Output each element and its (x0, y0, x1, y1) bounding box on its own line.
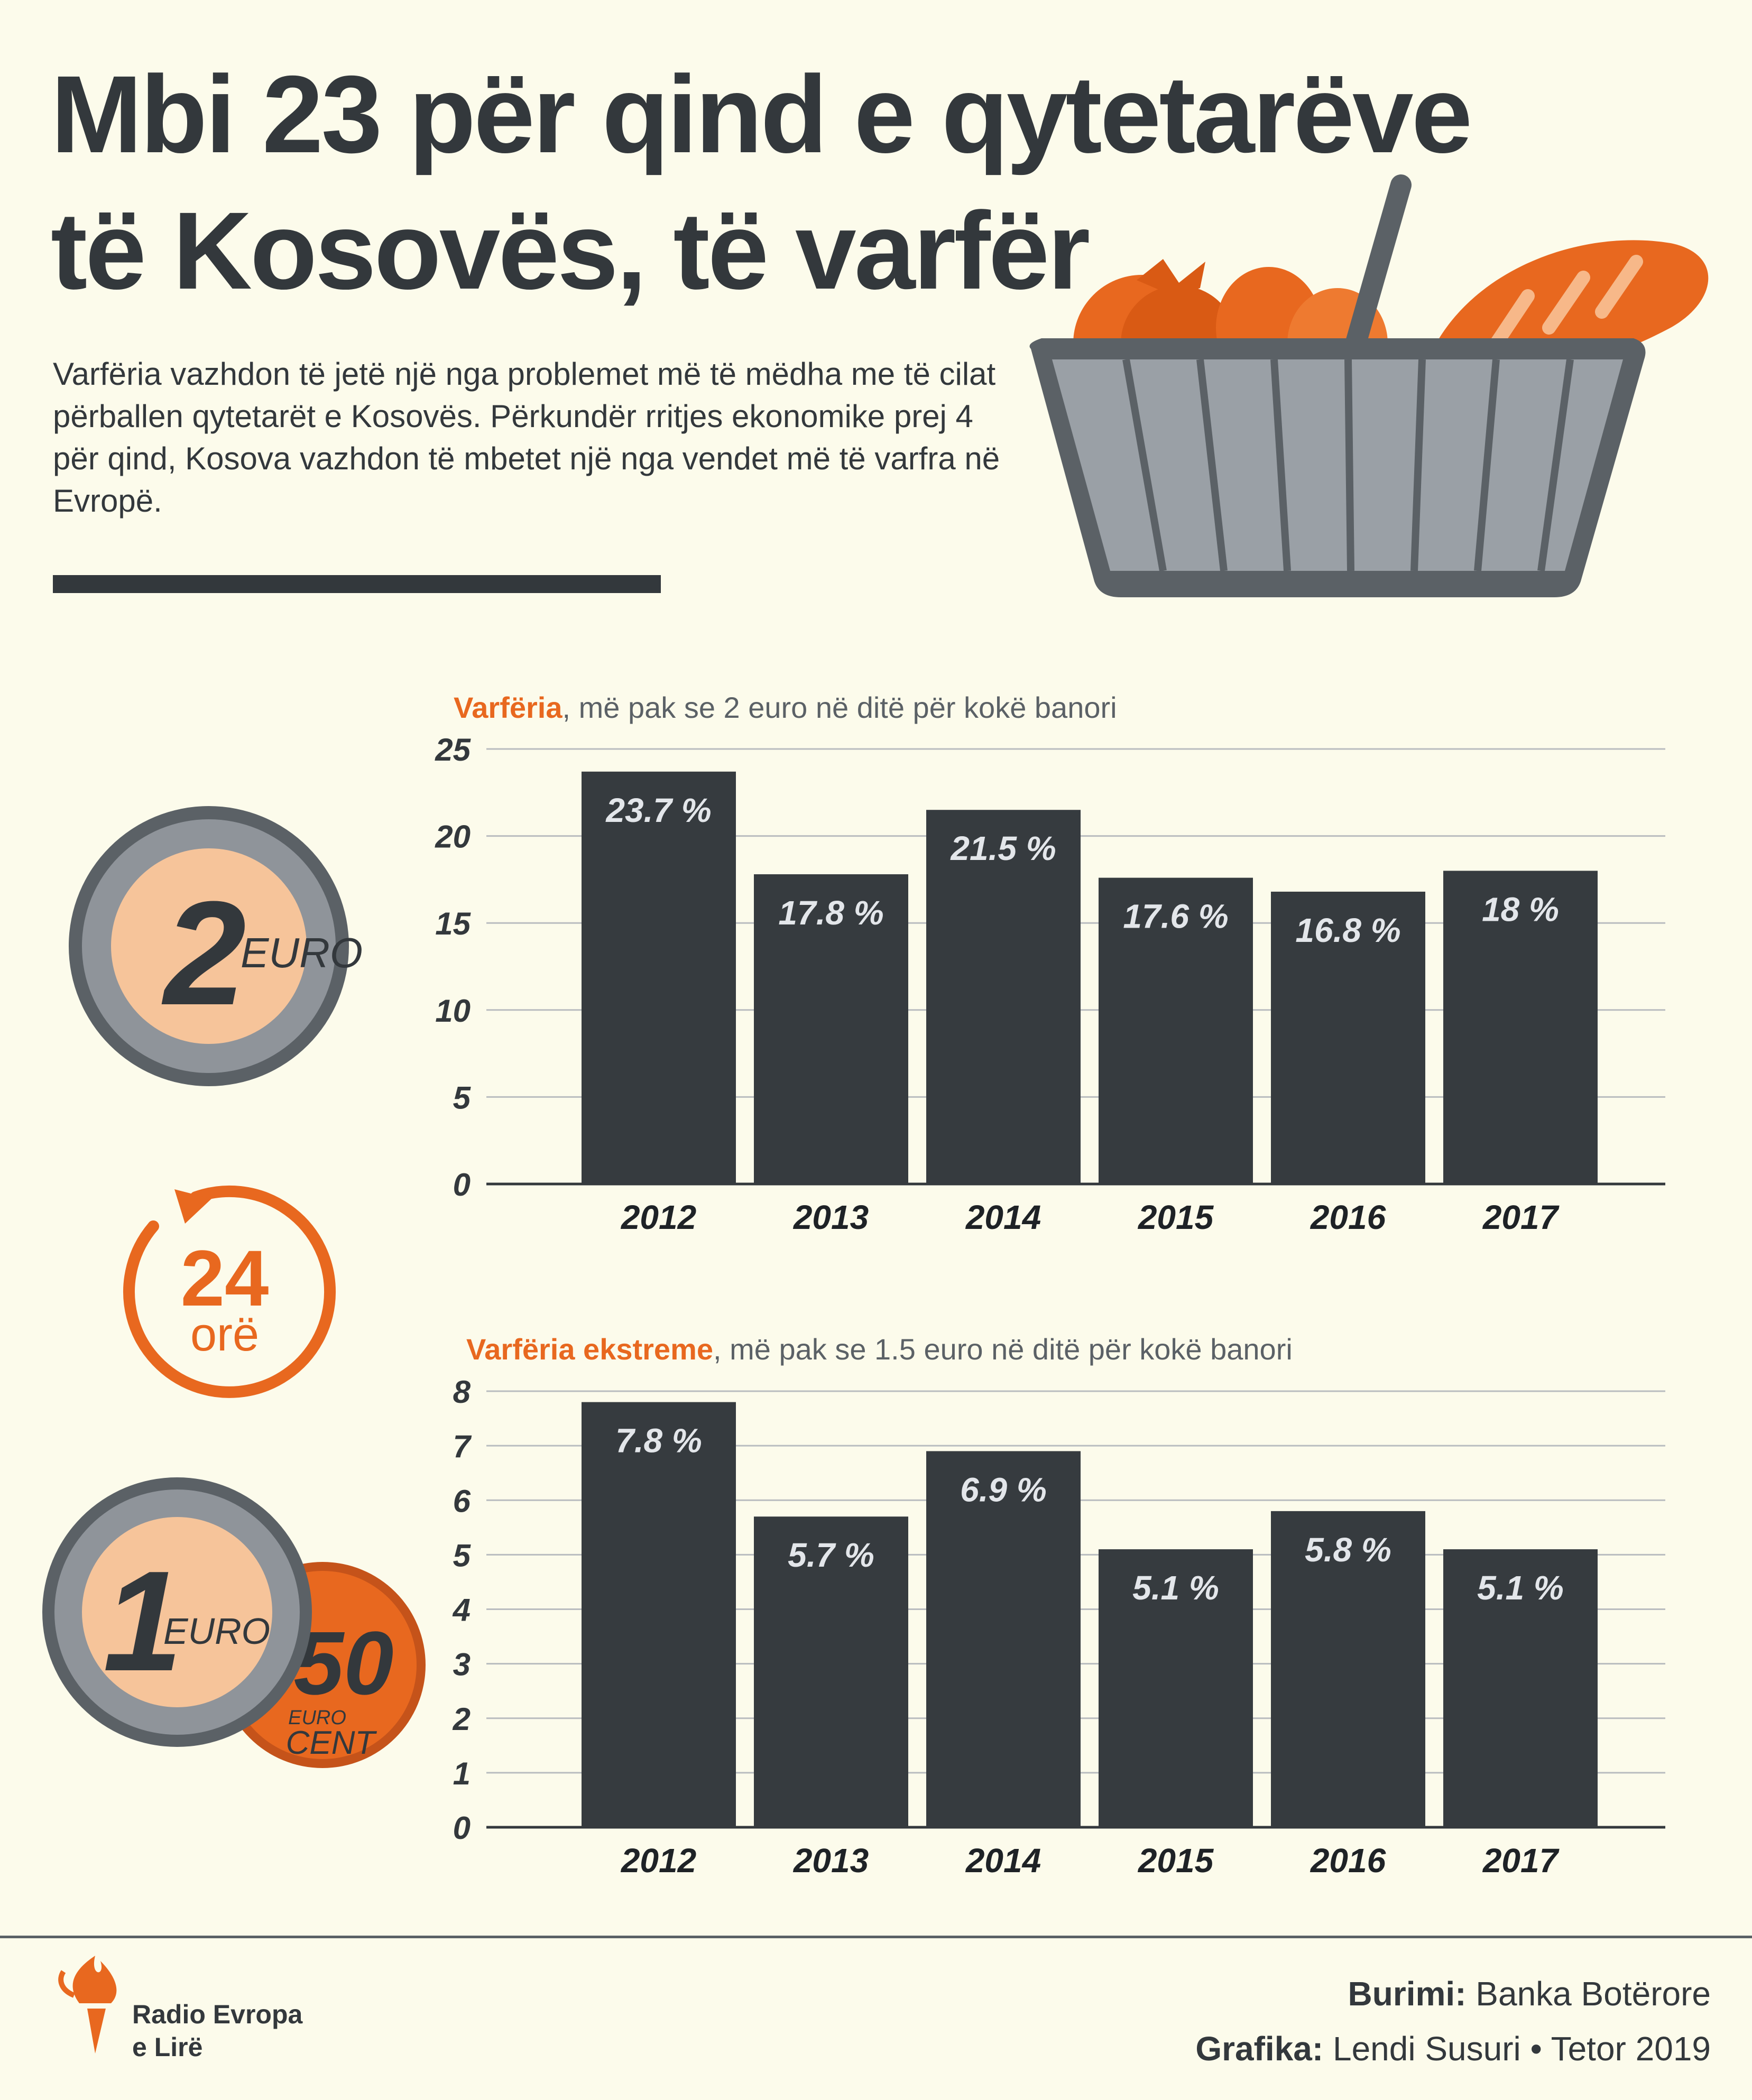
title-line-1: Mbi 23 për qind e qytetarëve (51, 53, 1472, 176)
y-tick-label: 5 (453, 1080, 472, 1115)
coins-illustration: 2 EURO 24 orë 50 EURO CENT 1 EURO (42, 806, 426, 1768)
chart-extreme-poverty-title-rest: , më pak se 1.5 euro në ditë për kokë ba… (713, 1333, 1293, 1366)
timer-value: 24 (181, 1234, 269, 1322)
bar-poverty-2017 (1443, 871, 1598, 1184)
y-tick-label: 25 (435, 732, 471, 767)
coin-2-unit: EURO (241, 929, 363, 976)
bar-poverty-2016 (1271, 891, 1425, 1184)
bar-value-label: 21.5 % (950, 829, 1056, 867)
y-tick-label: 8 (453, 1374, 471, 1410)
bar-value-label: 16.8 % (1295, 911, 1400, 949)
bar-extreme-poverty-2013 (754, 1516, 908, 1827)
bar-extreme-poverty-2015 (1099, 1549, 1253, 1827)
x-tick-label: 2015 (1138, 1842, 1214, 1880)
timer-unit: orë (190, 1308, 259, 1361)
x-tick-label: 2017 (1482, 1842, 1560, 1880)
bar-poverty-2013 (754, 874, 908, 1184)
coin-2-euro-icon: 2 EURO (69, 806, 363, 1086)
bar-value-label: 23.7 % (605, 791, 711, 829)
bar-poverty-2012 (582, 771, 736, 1184)
chart-extreme-poverty: Varfëria ekstreme, më pak se 1.5 euro në… (453, 1333, 1665, 1880)
bar-value-label: 17.8 % (778, 894, 883, 932)
graphics-value: Lendi Susuri • Tetor 2019 (1332, 2030, 1711, 2068)
chart-extreme-poverty-title: Varfëria ekstreme, më pak se 1.5 euro në… (466, 1333, 1293, 1366)
bar-poverty-2014 (926, 810, 1081, 1184)
brand-line-2: e Lirë (132, 2032, 203, 2062)
graphics-label: Grafika: (1195, 2030, 1324, 2068)
chart-poverty-title-rest: , më pak se 2 euro në ditë për kokë bano… (563, 691, 1117, 724)
chart-poverty: Varfëria, më pak se 2 euro në ditë për k… (435, 691, 1665, 1236)
y-tick-label: 0 (453, 1167, 471, 1202)
graphics-line: Grafika: Lendi Susuri • Tetor 2019 (1195, 2021, 1711, 2076)
bar-extreme-poverty-2017 (1443, 1549, 1598, 1827)
divider-bar (53, 575, 661, 593)
coin-1-value: 1 (103, 1542, 182, 1701)
x-tick-label: 2014 (965, 1198, 1041, 1236)
chart-poverty-title: Varfëria, më pak se 2 euro në ditë për k… (454, 691, 1117, 724)
bar-value-label: 5.8 % (1305, 1531, 1391, 1569)
y-tick-label: 2 (453, 1701, 471, 1737)
brand-line-1: Radio Evropa (132, 2000, 303, 2029)
bar-value-label: 18 % (1482, 890, 1559, 928)
y-tick-label: 5 (453, 1538, 472, 1573)
charts-area: Varfëria, më pak se 2 euro në ditë për k… (435, 691, 1665, 1880)
bar-poverty-2015 (1099, 877, 1253, 1184)
brand-name: Radio Evropa e Lirë (132, 1998, 302, 2064)
source-label: Burimi: (1348, 1975, 1467, 2013)
y-tick-label: 10 (435, 993, 471, 1029)
title-line-2: të Kosovës, të varfër (51, 190, 1090, 312)
y-tick-label: 4 (453, 1593, 471, 1628)
y-tick-label: 6 (453, 1483, 471, 1519)
x-tick-label: 2012 (621, 1842, 696, 1880)
coin-1-unit: EURO (163, 1611, 270, 1652)
x-tick-label: 2016 (1310, 1198, 1386, 1236)
bar-value-label: 17.6 % (1123, 898, 1228, 936)
y-tick-label: 1 (453, 1756, 471, 1791)
coin-50-unit-top: EURO (288, 1707, 346, 1729)
x-tick-label: 2016 (1310, 1842, 1386, 1880)
y-tick-label: 3 (453, 1647, 471, 1682)
chart-poverty-title-highlight: Varfëria (454, 691, 563, 724)
y-tick-label: 20 (435, 819, 471, 855)
chart-extreme-poverty-title-highlight: Varfëria ekstreme (466, 1333, 713, 1366)
coin-2-value: 2 (162, 871, 246, 1036)
x-tick-label: 2013 (793, 1842, 869, 1880)
bar-value-label: 7.8 % (615, 1422, 702, 1460)
coin-50-unit-bottom: CENT (286, 1725, 377, 1761)
x-tick-label: 2012 (621, 1198, 696, 1236)
bar-value-label: 5.1 % (1132, 1569, 1219, 1607)
bar-value-label: 6.9 % (960, 1470, 1047, 1509)
y-tick-label: 0 (453, 1810, 471, 1846)
bar-value-label: 5.1 % (1477, 1569, 1564, 1607)
basket-illustration (1029, 174, 1709, 597)
source-line: Burimi: Banka Botërore (1195, 1966, 1711, 2021)
bar-value-label: 5.7 % (788, 1536, 874, 1574)
x-tick-label: 2014 (965, 1842, 1041, 1880)
footer-divider (0, 1936, 1752, 1938)
intro-paragraph: Varfëria vazhdon të jetë një nga problem… (53, 356, 1000, 519)
page-title: Mbi 23 për qind e qytetarëve të Kosovës,… (51, 47, 1711, 319)
x-tick-label: 2017 (1482, 1198, 1560, 1236)
bar-extreme-poverty-2012 (582, 1402, 736, 1827)
x-tick-label: 2015 (1138, 1198, 1214, 1236)
x-tick-label: 2013 (793, 1198, 869, 1236)
clock-24h-icon: 24 orë (123, 1185, 336, 1398)
torch-logo-icon (58, 1956, 117, 2053)
y-tick-label: 15 (435, 906, 471, 941)
source-value: Banka Botërore (1476, 1975, 1711, 2013)
coin-1-euro-icon: 1 EURO (42, 1477, 312, 1747)
basket-icon (1029, 338, 1646, 597)
bar-extreme-poverty-2016 (1271, 1511, 1425, 1827)
bar-extreme-poverty-2014 (926, 1451, 1081, 1827)
y-tick-label: 7 (453, 1429, 472, 1464)
credits: Burimi: Banka Botërore Grafika: Lendi Su… (1195, 1966, 1711, 2076)
